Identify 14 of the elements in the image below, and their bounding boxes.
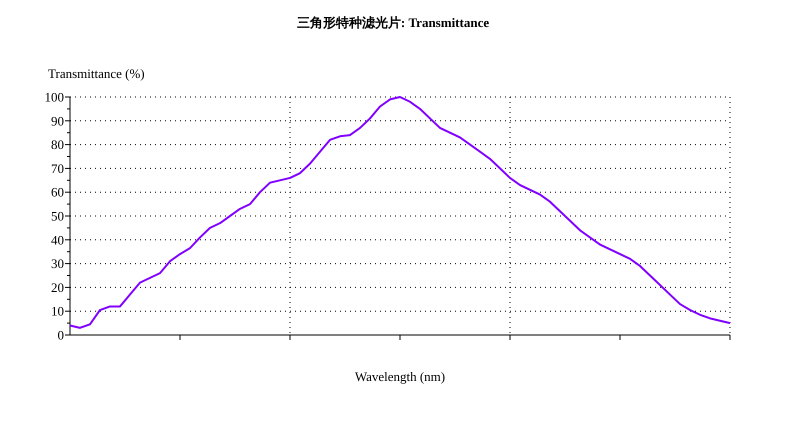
y-tick-label: 30 (51, 256, 64, 272)
y-tick-label: 20 (51, 280, 64, 295)
y-tick-label: 100 (44, 90, 64, 104)
chart-title: 三角形特种滤光片: Transmittance (296, 15, 490, 30)
y-tick-label: 60 (51, 184, 64, 200)
x-axis-title: Wavelength (nm) (354, 369, 446, 384)
y-tick-label: 80 (51, 137, 64, 152)
y-tick-label: 50 (51, 208, 64, 224)
y-tick-label: 0 (58, 328, 64, 342)
y-tick-label: 90 (51, 113, 64, 128)
y-tick-label: 40 (51, 232, 64, 248)
y-axis-title: Transmittance (%) (48, 66, 145, 81)
y-tick-label: 10 (51, 304, 64, 319)
y-tick-label: 70 (51, 160, 64, 176)
